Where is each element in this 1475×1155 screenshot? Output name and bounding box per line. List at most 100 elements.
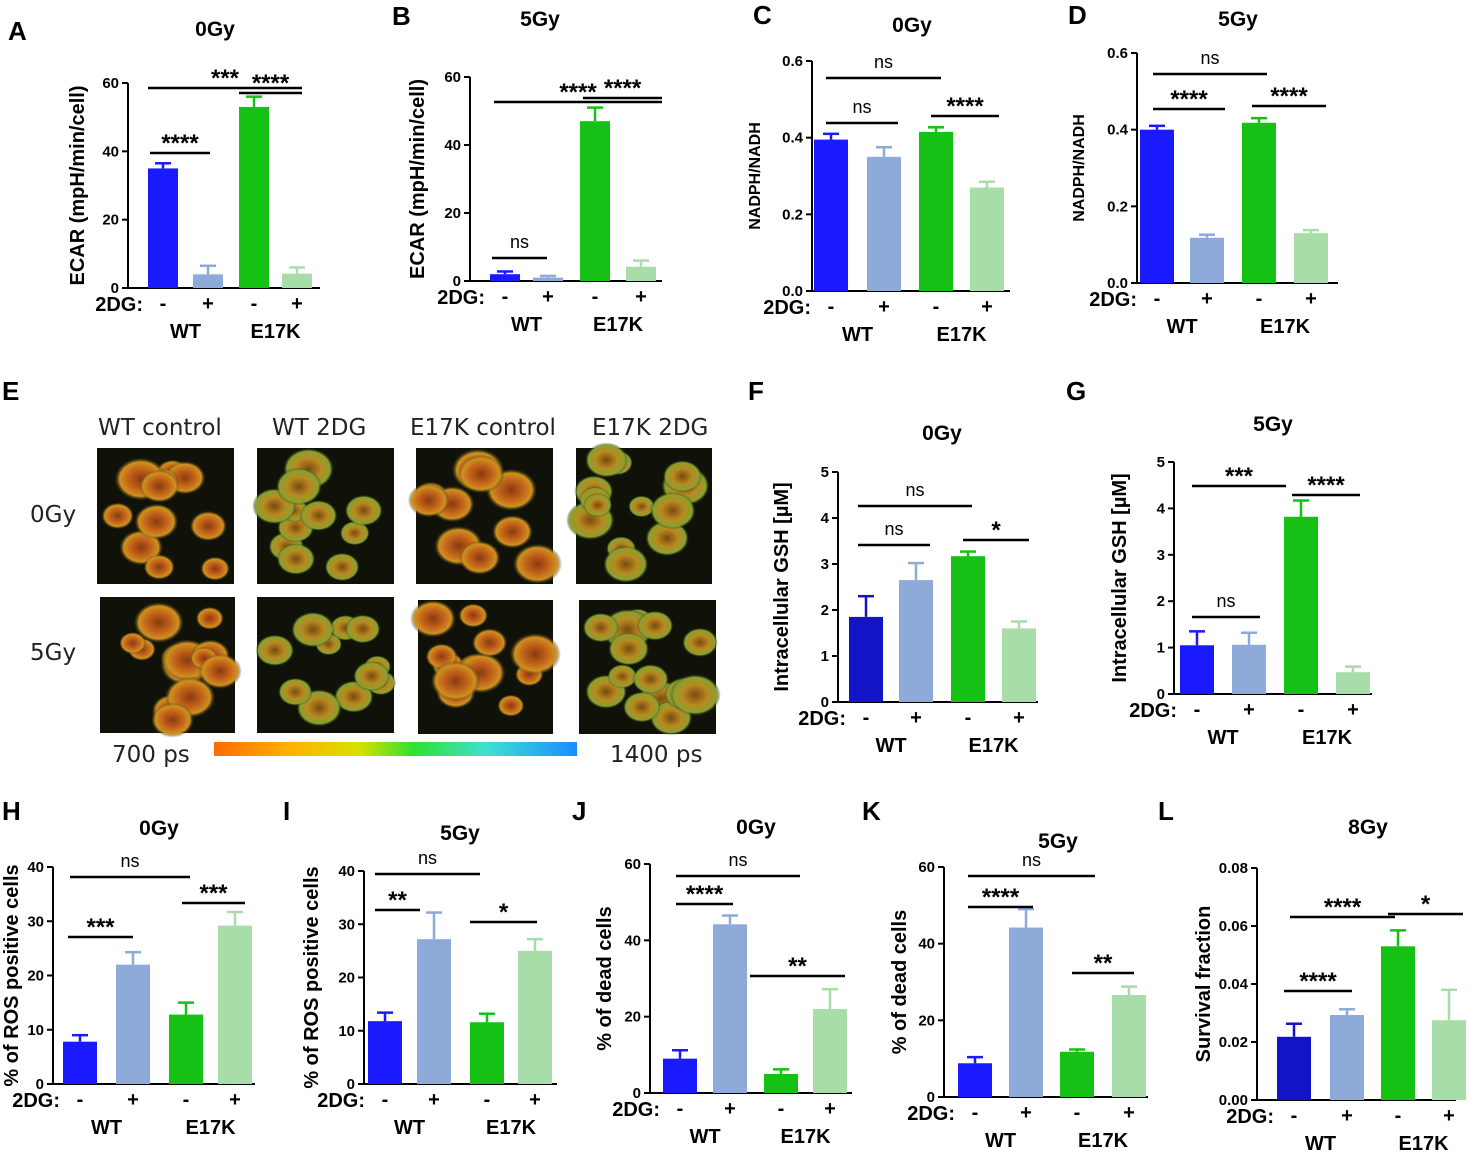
bar-4 xyxy=(626,266,656,281)
treatment-sign: + xyxy=(1020,1102,1032,1124)
y-axis-label: NADPH/NADH xyxy=(1071,114,1088,222)
treatment-sign: + xyxy=(635,286,647,308)
significance-label: ns xyxy=(1022,850,1041,870)
group-label-e17k: E17K xyxy=(1260,316,1311,338)
y-tick-label: 0.6 xyxy=(782,53,803,70)
panel-label-C: C xyxy=(753,0,772,30)
significance-label: ns xyxy=(418,848,437,868)
bar-1 xyxy=(1277,1036,1311,1100)
y-axis-label: Intracellular GSH [µM] xyxy=(771,482,793,691)
treatment-sign: - xyxy=(965,707,972,729)
chart-panel-D: D 5Gy NADPH/NADH 0.0 0.2 0.4 0.6 - + - +2DG: WT E17K… xyxy=(1068,0,1338,338)
imaging-panel: E WT control WT 2DG E17K control E17K 2D… xyxy=(2,376,721,768)
significance-label: ns xyxy=(1200,48,1219,68)
y-tick-label: 0 xyxy=(347,1076,355,1093)
bar-3 xyxy=(1284,516,1318,694)
panel-label-I: I xyxy=(283,796,290,826)
panel-label-B: B xyxy=(392,1,411,31)
chart-title: 0Gy xyxy=(736,816,776,839)
group-label-e17k: E17K xyxy=(780,1126,831,1148)
treatment-label: 2DG: xyxy=(437,287,485,309)
group-label-e17k: E17K xyxy=(593,314,644,336)
y-tick-label: 0.06 xyxy=(1219,918,1248,935)
y-tick-label: 40 xyxy=(338,863,355,880)
chart-title: 0Gy xyxy=(922,422,962,445)
treatment-label: 2DG: xyxy=(763,297,811,319)
bar-2 xyxy=(417,939,451,1084)
bar-1 xyxy=(368,1021,402,1084)
significance-label: **** xyxy=(559,79,597,106)
significance-label: **** xyxy=(946,93,984,120)
bar-2 xyxy=(533,277,563,281)
treatment-sign: - xyxy=(183,1089,190,1111)
lifetime-colorbar xyxy=(214,742,577,756)
significance-label: ** xyxy=(1094,950,1113,977)
image-column-e17k-2dg: E17K 2DG xyxy=(592,415,708,441)
y-axis-label: Intracellular GSH [µM] xyxy=(1109,473,1131,682)
treatment-sign: - xyxy=(778,1098,785,1120)
bar-3 xyxy=(470,1022,504,1084)
y-tick-label: 4 xyxy=(821,510,830,527)
image-column-e17k-control: E17K control xyxy=(410,415,556,441)
treatment-sign: - xyxy=(502,286,509,308)
chart-panel-L: L 8Gy Survival fraction 0.00 0.02 0.04 0.06 0.0… xyxy=(1158,796,1466,1155)
treatment-sign: + xyxy=(229,1089,241,1111)
significance-label: ns xyxy=(884,519,903,539)
treatment-sign: + xyxy=(127,1089,139,1111)
y-tick-label: 5 xyxy=(821,464,829,481)
treatment-label: 2DG: xyxy=(612,1099,660,1121)
group-label-wt: WT xyxy=(1207,727,1238,749)
treatment-sign: + xyxy=(1243,699,1255,721)
y-tick-label: 0.4 xyxy=(782,130,804,147)
significance-label: **** xyxy=(982,884,1020,911)
y-tick-label: 20 xyxy=(444,205,461,222)
micrograph-3 xyxy=(407,448,562,584)
bar-2 xyxy=(193,274,223,288)
y-axis-label: % of ROS positive cells xyxy=(1,864,23,1086)
bar-4 xyxy=(813,1009,847,1093)
bar-1 xyxy=(490,274,520,281)
chart-title: 5Gy xyxy=(520,8,560,31)
treatment-sign: + xyxy=(291,293,303,315)
bar-2 xyxy=(1330,1015,1364,1100)
treatment-sign: - xyxy=(1256,288,1263,310)
y-tick-label: 40 xyxy=(102,143,119,160)
image-column-wt-2dg: WT 2DG xyxy=(272,415,366,441)
y-tick-label: 10 xyxy=(338,1023,355,1040)
bar-1 xyxy=(849,616,883,702)
treatment-sign: - xyxy=(1074,1102,1081,1124)
y-tick-label: 60 xyxy=(102,75,119,92)
bar-3 xyxy=(1242,122,1276,284)
significance-label: *** xyxy=(211,65,240,92)
group-label-wt: WT xyxy=(985,1130,1016,1152)
significance-label: ns xyxy=(120,851,139,871)
bar-1 xyxy=(663,1058,697,1093)
treatment-sign: + xyxy=(910,707,922,729)
chart-title: 8Gy xyxy=(1348,816,1388,839)
y-tick-label: 20 xyxy=(918,1012,935,1029)
group-label-e17k: E17K xyxy=(968,735,1019,757)
y-tick-label: 20 xyxy=(624,1009,641,1026)
y-tick-label: 60 xyxy=(444,69,461,86)
y-tick-label: 1 xyxy=(821,648,829,665)
bar-2 xyxy=(1190,237,1224,283)
y-tick-label: 0.00 xyxy=(1219,1092,1248,1109)
treatment-sign: - xyxy=(863,707,870,729)
bar-2 xyxy=(1009,927,1043,1097)
bar-3 xyxy=(580,121,610,281)
y-tick-label: 0 xyxy=(1157,686,1165,703)
treatment-sign: - xyxy=(933,296,940,318)
treatment-sign: + xyxy=(428,1089,440,1111)
y-axis-label: % of ROS positive cells xyxy=(301,866,323,1088)
y-tick-label: 20 xyxy=(102,212,119,229)
bar-4 xyxy=(1002,628,1036,702)
significance-label: **** xyxy=(1324,894,1362,921)
group-label-wt: WT xyxy=(1166,316,1197,338)
significance-label: **** xyxy=(1270,83,1308,110)
y-axis-label: Survival fraction xyxy=(1193,906,1215,1063)
y-tick-label: 30 xyxy=(338,916,355,933)
significance-label: ns xyxy=(728,850,747,870)
group-label-wt: WT xyxy=(842,324,873,346)
treatment-sign: - xyxy=(828,296,835,318)
